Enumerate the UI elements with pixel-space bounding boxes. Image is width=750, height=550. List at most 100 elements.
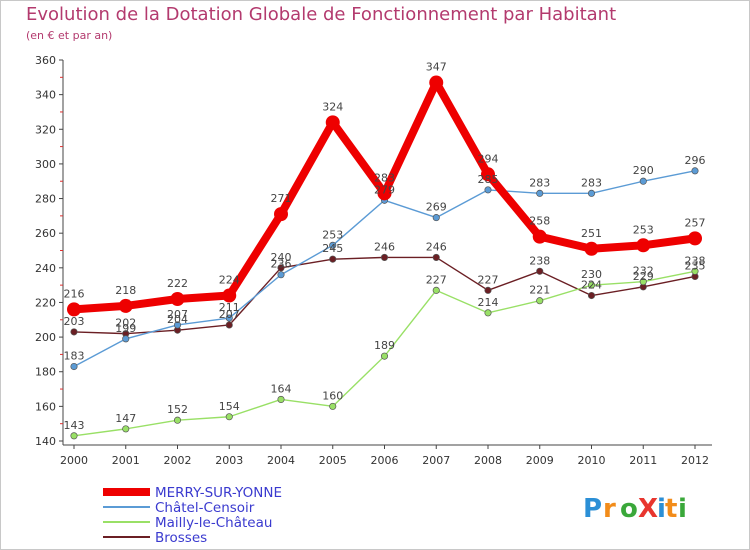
data-point [329,241,337,249]
data-point [639,278,647,286]
data-label: 199 [115,322,136,335]
data-label: 251 [581,227,602,240]
data-point [325,115,340,130]
data-label: 218 [115,284,136,297]
y-tick-label: 180 [35,366,56,379]
data-point [70,328,78,336]
y-tick-label: 220 [35,296,56,309]
data-point [277,271,285,279]
data-label: 246 [426,240,447,253]
data-point [587,291,596,300]
data-label: 203 [64,315,85,328]
data-point [122,335,130,343]
y-tick-label: 240 [35,262,56,275]
data-label: 229 [633,270,654,283]
data-point [432,253,440,261]
data-label: 230 [581,268,602,281]
data-point [377,186,392,201]
data-label: 271 [271,192,292,205]
data-point [432,286,440,294]
legend-label: MERRY-SUR-YONNE [155,485,282,501]
y-tick-label: 340 [35,89,56,102]
series-layer [67,75,702,440]
x-tick-label: 2000 [60,454,88,467]
data-point [636,238,651,253]
data-label: 224 [581,279,602,292]
data-label: 232 [633,265,654,278]
data-label: 154 [219,400,240,413]
y-tick-label: 320 [35,123,56,136]
x-tick-label: 2010 [578,454,606,467]
x-tick-label: 2005 [319,454,347,467]
data-label: 285 [478,173,499,186]
x-tick-label: 2001 [112,454,140,467]
data-point [429,75,444,90]
data-point [536,267,544,275]
data-label: 222 [167,277,188,290]
data-label: 296 [685,154,706,167]
data-point [329,402,337,410]
chart-axes: 140 160 180 200 220 240 260 280 300 320 340 360 2000… [35,54,712,467]
data-point [173,321,182,329]
data-label: 347 [426,61,447,74]
data-point [222,288,237,303]
data-label: 152 [167,403,188,416]
data-point [484,309,492,317]
data-label: 204 [167,313,188,326]
data-point [173,416,182,424]
x-tick-label: 2012 [681,454,709,467]
data-label: 164 [271,382,292,395]
data-label: 257 [685,216,706,229]
data-label: 240 [271,251,292,264]
data-label: 227 [478,273,499,286]
y-tick-label: 200 [35,331,56,344]
data-label: 207 [219,308,240,321]
data-label: 207 [167,308,188,321]
data-point [536,189,544,197]
logo-letter: X [638,494,658,524]
data-label: 324 [322,100,343,113]
data-label: 221 [529,284,550,297]
data-point [70,362,78,371]
data-point [688,231,702,246]
data-point [274,207,288,222]
data-label: 214 [478,296,499,309]
data-point [587,281,596,289]
chart-title: Evolution de la Dotation Globale de Fonc… [26,4,617,25]
data-point [380,253,389,261]
y-tick-label: 280 [35,193,56,206]
data-point [532,229,547,244]
x-tick-label: 2011 [629,454,657,467]
x-tick-label: 2003 [215,454,243,467]
logo-letter: o [620,494,638,524]
data-label: 216 [64,287,85,300]
data-point [277,395,285,403]
data-label: 236 [271,258,292,271]
data-label: 269 [426,201,447,214]
x-tick-label: 2007 [422,454,450,467]
y-tick-label: 260 [35,227,56,240]
data-label: 143 [64,419,85,432]
data-point [225,413,233,421]
data-point [67,302,81,317]
data-point [639,177,647,185]
data-label: 235 [685,259,706,272]
data-label: 294 [478,152,499,165]
data-point [277,264,285,272]
data-label: 238 [685,254,706,267]
data-point [691,267,699,275]
logo-letter: P [583,494,602,524]
data-label: 283 [374,171,395,184]
legend-label: Brosses [155,530,207,546]
data-label: 183 [64,350,85,363]
y-tick-label: 160 [35,400,56,413]
data-point [691,167,699,175]
data-point [587,189,596,197]
x-tick-label: 2002 [164,454,192,467]
data-point [584,241,599,256]
y-tick-label: 300 [35,158,56,171]
data-label: 160 [322,389,343,402]
